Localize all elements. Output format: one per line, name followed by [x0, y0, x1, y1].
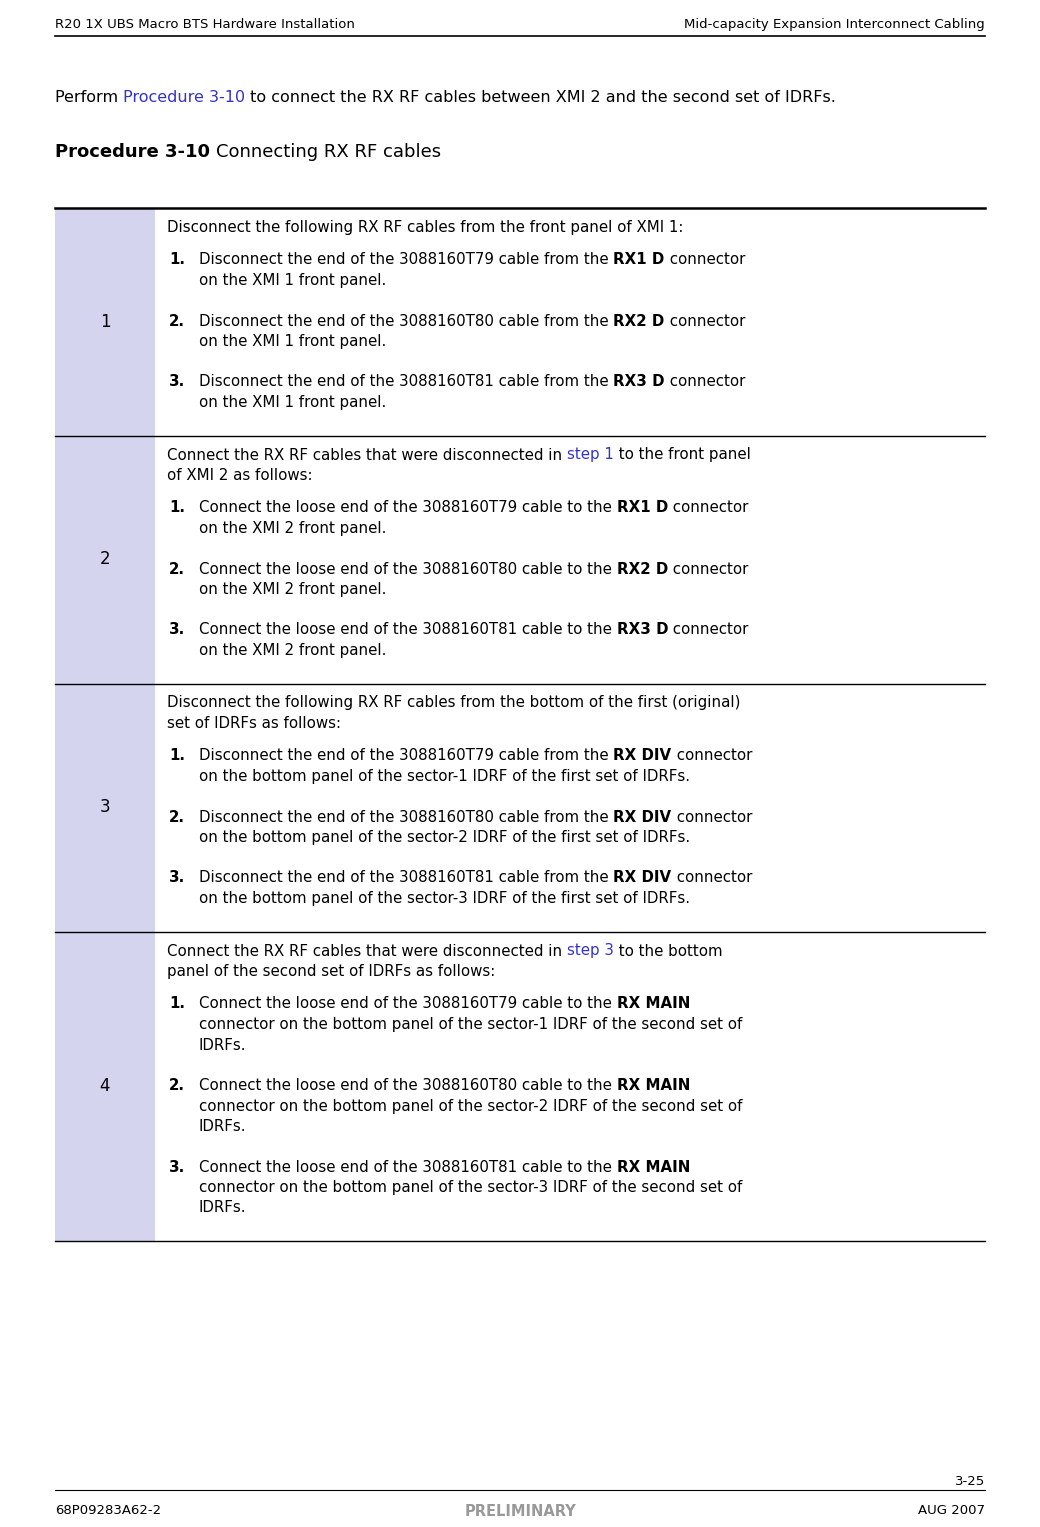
- Text: RX MAIN: RX MAIN: [617, 1078, 690, 1093]
- Text: RX MAIN: RX MAIN: [617, 997, 690, 1011]
- Text: RX2 D: RX2 D: [614, 313, 665, 328]
- Text: Connect the loose end of the 3088160T80 cable to the: Connect the loose end of the 3088160T80 …: [199, 562, 617, 577]
- Text: RX1 D: RX1 D: [614, 252, 665, 267]
- Text: 2.: 2.: [168, 562, 185, 577]
- Text: connector: connector: [672, 809, 752, 825]
- Text: of XMI 2 as follows:: of XMI 2 as follows:: [167, 467, 312, 483]
- Text: 68P09283A62-2: 68P09283A62-2: [55, 1504, 161, 1516]
- Text: on the bottom panel of the sector-1 IDRF of the first set of IDRFs.: on the bottom panel of the sector-1 IDRF…: [199, 770, 690, 783]
- Text: to connect the RX RF cables between XMI 2 and the second set of IDRFs.: to connect the RX RF cables between XMI …: [245, 90, 836, 105]
- Text: 1.: 1.: [168, 501, 185, 516]
- Text: Connect the loose end of the 3088160T79 cable to the: Connect the loose end of the 3088160T79 …: [199, 501, 617, 516]
- Text: 3: 3: [100, 799, 110, 817]
- Text: IDRFs.: IDRFs.: [199, 1119, 246, 1135]
- Text: connector: connector: [668, 623, 749, 637]
- Text: connector on the bottom panel of the sector-3 IDRF of the second set of: connector on the bottom panel of the sec…: [199, 1180, 743, 1196]
- Text: on the bottom panel of the sector-2 IDRF of the first set of IDRFs.: on the bottom panel of the sector-2 IDRF…: [199, 831, 691, 844]
- Text: 3-25: 3-25: [955, 1475, 985, 1487]
- Text: connector: connector: [668, 501, 748, 516]
- Text: 2: 2: [100, 551, 110, 568]
- Text: on the XMI 2 front panel.: on the XMI 2 front panel.: [199, 582, 387, 597]
- Text: RX DIV: RX DIV: [614, 809, 672, 825]
- Text: Connect the loose end of the 3088160T79 cable to the: Connect the loose end of the 3088160T79 …: [199, 997, 617, 1011]
- Text: to the front panel: to the front panel: [614, 447, 751, 463]
- Text: 4: 4: [100, 1077, 110, 1095]
- Text: RX DIV: RX DIV: [614, 748, 672, 764]
- Text: on the bottom panel of the sector-3 IDRF of the first set of IDRFs.: on the bottom panel of the sector-3 IDRF…: [199, 890, 690, 906]
- Text: Connect the loose end of the 3088160T80 cable to the: Connect the loose end of the 3088160T80 …: [199, 1078, 617, 1093]
- Text: 3.: 3.: [168, 1159, 185, 1174]
- Text: connector on the bottom panel of the sector-2 IDRF of the second set of: connector on the bottom panel of the sec…: [199, 1098, 743, 1113]
- Bar: [55, 931, 155, 1241]
- Text: 1.: 1.: [168, 748, 185, 764]
- Text: Disconnect the end of the 3088160T79 cable from the: Disconnect the end of the 3088160T79 cab…: [199, 252, 614, 267]
- Text: RX3 D: RX3 D: [617, 623, 668, 637]
- Text: on the XMI 1 front panel.: on the XMI 1 front panel.: [199, 334, 386, 350]
- Text: RX1 D: RX1 D: [617, 501, 668, 516]
- Text: on the XMI 1 front panel.: on the XMI 1 front panel.: [199, 273, 386, 289]
- Text: on the XMI 1 front panel.: on the XMI 1 front panel.: [199, 395, 386, 411]
- Text: Connect the RX RF cables that were disconnected in: Connect the RX RF cables that were disco…: [167, 944, 567, 959]
- Text: connector: connector: [672, 748, 752, 764]
- Text: Disconnect the end of the 3088160T80 cable from the: Disconnect the end of the 3088160T80 cab…: [199, 809, 614, 825]
- Bar: [55, 208, 155, 435]
- Text: connector: connector: [665, 374, 746, 389]
- Text: connector: connector: [665, 252, 745, 267]
- Text: connector: connector: [668, 562, 748, 577]
- Text: step 3: step 3: [567, 944, 614, 959]
- Text: 1.: 1.: [168, 252, 185, 267]
- Text: RX2 D: RX2 D: [617, 562, 668, 577]
- Text: PRELIMINARY: PRELIMINARY: [464, 1504, 576, 1519]
- Text: Procedure 3-10: Procedure 3-10: [55, 144, 210, 160]
- Text: Connect the RX RF cables that were disconnected in: Connect the RX RF cables that were disco…: [167, 447, 567, 463]
- Text: Disconnect the end of the 3088160T81 cable from the: Disconnect the end of the 3088160T81 cab…: [199, 374, 614, 389]
- Text: Disconnect the following RX RF cables from the bottom of the first (original): Disconnect the following RX RF cables fr…: [167, 695, 740, 710]
- Text: 3.: 3.: [168, 374, 185, 389]
- Text: 1: 1: [100, 313, 110, 331]
- Text: Connect the loose end of the 3088160T81 cable to the: Connect the loose end of the 3088160T81 …: [199, 623, 617, 637]
- Text: IDRFs.: IDRFs.: [199, 1037, 246, 1052]
- Text: Disconnect the end of the 3088160T79 cable from the: Disconnect the end of the 3088160T79 cab…: [199, 748, 614, 764]
- Text: Procedure 3-10: Procedure 3-10: [124, 90, 245, 105]
- Text: Disconnect the end of the 3088160T81 cable from the: Disconnect the end of the 3088160T81 cab…: [199, 870, 614, 886]
- Text: step 1: step 1: [567, 447, 614, 463]
- Text: 3.: 3.: [168, 870, 185, 886]
- Bar: [55, 435, 155, 684]
- Text: Perform: Perform: [55, 90, 124, 105]
- Text: connector: connector: [672, 870, 752, 886]
- Text: connector: connector: [665, 313, 745, 328]
- Text: RX DIV: RX DIV: [614, 870, 672, 886]
- Text: Disconnect the following RX RF cables from the front panel of XMI 1:: Disconnect the following RX RF cables fr…: [167, 220, 683, 235]
- Text: panel of the second set of IDRFs as follows:: panel of the second set of IDRFs as foll…: [167, 964, 495, 979]
- Text: 3.: 3.: [168, 623, 185, 637]
- Text: 2.: 2.: [168, 1078, 185, 1093]
- Bar: [55, 684, 155, 931]
- Text: RX3 D: RX3 D: [614, 374, 665, 389]
- Text: Disconnect the end of the 3088160T80 cable from the: Disconnect the end of the 3088160T80 cab…: [199, 313, 614, 328]
- Text: Mid-capacity Expansion Interconnect Cabling: Mid-capacity Expansion Interconnect Cabl…: [684, 18, 985, 31]
- Text: to the bottom: to the bottom: [614, 944, 723, 959]
- Text: RX MAIN: RX MAIN: [617, 1159, 690, 1174]
- Text: AUG 2007: AUG 2007: [918, 1504, 985, 1516]
- Text: Connect the loose end of the 3088160T81 cable to the: Connect the loose end of the 3088160T81 …: [199, 1159, 617, 1174]
- Text: on the XMI 2 front panel.: on the XMI 2 front panel.: [199, 643, 387, 658]
- Text: IDRFs.: IDRFs.: [199, 1200, 246, 1215]
- Text: set of IDRFs as follows:: set of IDRFs as follows:: [167, 716, 341, 731]
- Text: 1.: 1.: [168, 997, 185, 1011]
- Text: connector on the bottom panel of the sector-1 IDRF of the second set of: connector on the bottom panel of the sec…: [199, 1017, 743, 1032]
- Text: 2.: 2.: [168, 809, 185, 825]
- Text: 2.: 2.: [168, 313, 185, 328]
- Text: Connecting RX RF cables: Connecting RX RF cables: [216, 144, 441, 160]
- Text: on the XMI 2 front panel.: on the XMI 2 front panel.: [199, 521, 387, 536]
- Text: R20 1X UBS Macro BTS Hardware Installation: R20 1X UBS Macro BTS Hardware Installati…: [55, 18, 355, 31]
